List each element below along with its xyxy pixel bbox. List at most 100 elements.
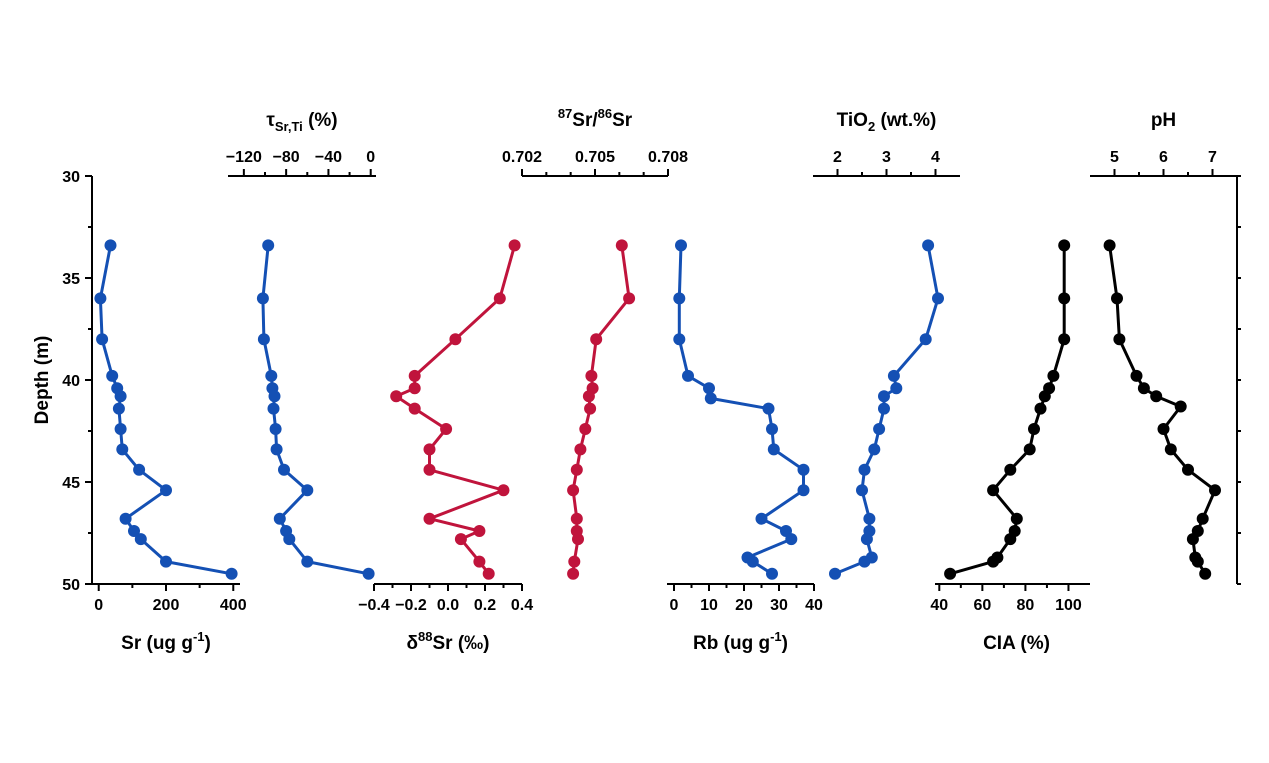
cia-data-point [944,567,957,580]
rb-data-point [703,382,715,395]
depth-tick-label: 35 [62,271,80,288]
panel-ph: 5 6 7 pH [1090,110,1237,580]
cia-data-point [1004,533,1017,546]
tio2-tick-label: 4 [931,149,940,166]
tio2-data-point [829,567,841,580]
rb-data-point [673,292,686,305]
ph-series-line [1108,245,1217,575]
tio2-data-point [878,390,890,403]
d88-data-point [449,333,462,346]
rb-data-point [762,402,775,415]
ph-data-point [1150,390,1163,403]
sr8786-axis-title: 87Sr/86Sr [558,106,633,131]
cia-tick-label: 100 [1055,597,1082,614]
d88-data-point [408,402,421,415]
cia-data-point [987,484,1000,497]
d88-tick-label: 0.4 [511,597,533,614]
cia-data-point [1058,333,1071,346]
cia-data-point [1028,423,1040,435]
sr-data-point [112,402,125,415]
rb-data-point [797,484,810,497]
sr8786-data-point [570,512,583,525]
rb-series-line [677,245,805,576]
sr-tick-label: 0 [94,597,103,614]
cia-axis-title: CIA (%) [983,633,1050,654]
d88-data-point [493,292,506,305]
sr8786-tick-label: 0.708 [648,149,688,166]
tio2-data-point [863,512,876,525]
tio2-data-point [856,484,868,497]
tio2-data-point [858,463,871,476]
depth-axis: 30 35 40 45 50 Depth (m) [32,169,1241,594]
sr8786-data-point [572,533,584,546]
panel-d88: −0.4 −0.2 0.0 0.2 0.4 δ88Sr (‰) [358,239,533,654]
tio2-data-point [932,292,944,305]
sr8786-data-point [574,443,587,456]
ph-data-point [1191,555,1204,568]
ph-data-point [1182,463,1194,476]
tio2-data-point [868,443,881,456]
rb-tick-label: 20 [735,597,753,614]
tio2-data-point [890,382,903,395]
ph-data-point [1137,382,1150,395]
tio2-data-point [922,239,935,252]
rb-data-point [767,443,780,456]
depth-tick-label: 30 [62,169,80,186]
d88-tick-label: −0.4 [358,597,390,614]
d88-axis-title: δ88Sr (‰) [407,629,490,654]
rb-tick-label: 30 [770,597,788,614]
sr-data-point [116,443,129,456]
sr-tick-label: 400 [220,597,247,614]
cia-tick-label: 40 [930,597,948,614]
rb-data-point [766,423,778,435]
tau-data-point [268,390,281,403]
d88-tick-label: −0.2 [395,597,427,614]
cia-data-point [1058,292,1071,305]
tau-data-point [270,443,283,456]
d88-data-point [423,512,436,525]
ph-data-point [1157,423,1170,435]
tau-data-point [301,555,314,568]
tau-data-point [283,533,296,546]
sr-data-point [114,390,127,403]
cia-data-point [1038,390,1051,403]
panel-cia: 40 60 80 100 CIA (%) [930,239,1090,654]
sr8786-tick-label: 0.705 [575,149,615,166]
ph-data-point [1174,400,1187,413]
depth-tick-label: 45 [62,475,80,492]
rb-tick-label: 10 [700,597,718,614]
rb-tick-label: 0 [670,597,679,614]
tau-data-point [362,567,375,580]
rb-axis-title: Rb (ug g-1) [693,629,788,654]
d88-data-point [482,567,495,580]
ph-data-point [1196,512,1209,525]
ph-data-point [1186,533,1199,546]
d88-data-point [473,525,486,537]
sr8786-data-point [567,484,580,497]
sr8786-data-point [585,369,598,382]
cia-data-point [1004,463,1017,476]
cia-data-point [1058,239,1071,252]
sr-data-point [128,525,140,537]
d88-data-point [408,382,421,395]
ph-data-point [1111,292,1123,305]
tau-axis-title: τSr,Ti (%) [266,110,337,134]
tau-data-point [256,292,269,305]
tio2-data-point [860,533,873,546]
rb-data-point [785,533,798,546]
tio2-data-point [858,555,871,568]
ph-data-point [1164,443,1177,456]
d88-data-point [423,463,436,476]
cia-data-point [1010,512,1023,525]
sr-data-point [119,512,132,525]
cia-data-point [1034,402,1047,415]
panel-sr: 0 200 400 Sr (ug g-1) [92,239,247,654]
tio2-data-point [887,369,900,382]
panel-tio2: 2 3 4 TiO2 (wt.%) [813,110,960,580]
cia-tick-label: 60 [973,597,991,614]
sr-tick-label: 200 [153,597,180,614]
d88-data-point [473,555,486,568]
cia-data-point [1023,443,1036,456]
ph-tick-label: 5 [1110,149,1119,166]
